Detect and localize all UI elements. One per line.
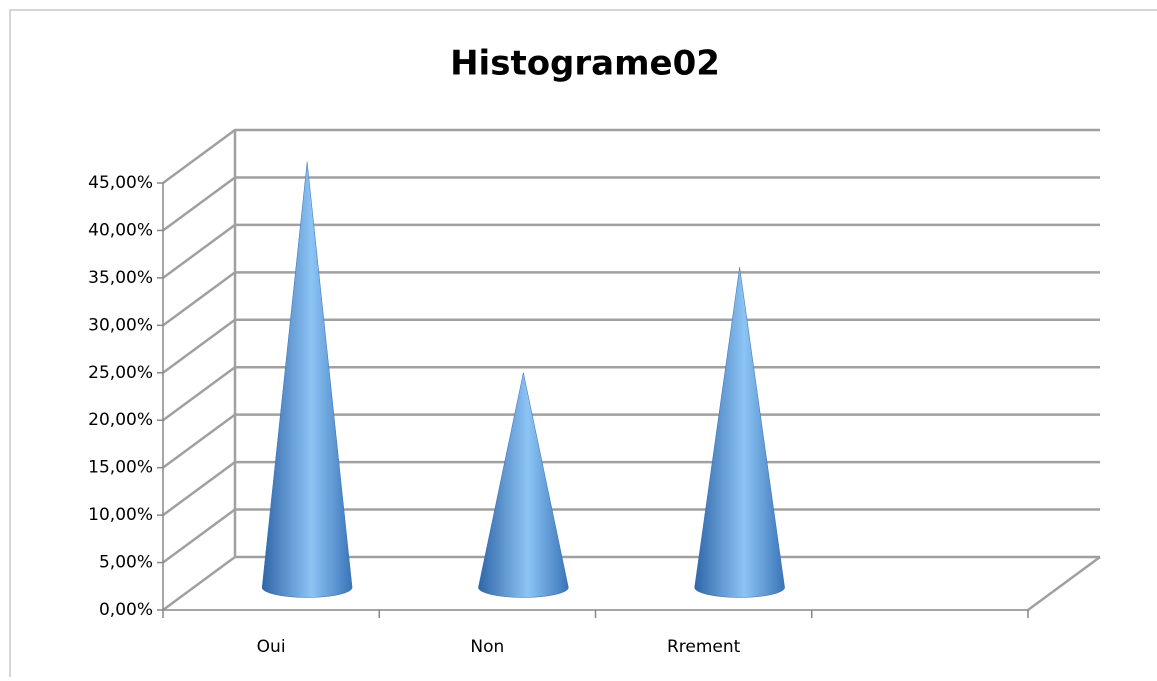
x-tick-label: Oui xyxy=(257,637,286,657)
y-tick-label: 40,00% xyxy=(88,220,153,240)
grid-line xyxy=(162,176,1100,232)
grid-line xyxy=(162,318,1100,374)
grid-line xyxy=(162,271,1100,327)
cone xyxy=(478,372,569,598)
y-tick-label: 30,00% xyxy=(88,315,153,335)
y-tick-label: 25,00% xyxy=(88,363,153,383)
y-tick-label: 5,00% xyxy=(99,553,153,573)
grid-line xyxy=(162,508,1100,564)
y-tick-label: 45,00% xyxy=(88,173,153,193)
grid-line xyxy=(162,555,1100,612)
grid-line xyxy=(162,128,1100,185)
y-tick-label: 35,00% xyxy=(88,268,153,288)
floor-right-edge xyxy=(1027,555,1101,612)
y-tick-label: 15,00% xyxy=(88,458,153,478)
chart-border xyxy=(9,9,1157,677)
grid-line xyxy=(162,413,1100,469)
grid-line xyxy=(162,223,1100,279)
cone xyxy=(261,161,353,598)
chart-title: Histograme02 xyxy=(450,44,720,84)
x-tick-label: Non xyxy=(470,637,504,657)
grid-line xyxy=(162,365,1100,422)
y-tick-label: 10,00% xyxy=(88,505,153,525)
y-tick-label: 0,00% xyxy=(99,600,153,620)
x-tick-label: Rrement xyxy=(667,637,741,657)
cone xyxy=(694,267,785,598)
grid-line xyxy=(162,460,1100,517)
y-tick-label: 20,00% xyxy=(88,410,153,430)
